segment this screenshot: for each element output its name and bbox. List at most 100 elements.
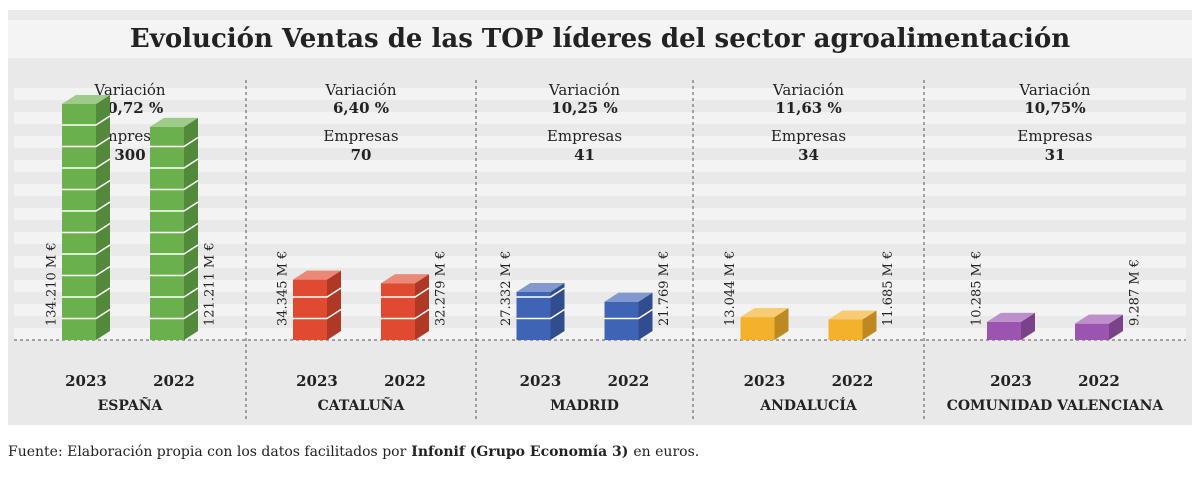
cube-top-light [293, 270, 341, 280]
cube-front [1075, 323, 1109, 340]
bar [293, 270, 342, 340]
value-label: 21.769 M € [657, 251, 672, 326]
source-bold: Infonif (Grupo Economía 3) [411, 444, 629, 460]
cube-edge [62, 179, 111, 191]
cube-edge [150, 308, 199, 320]
cube-edge [62, 308, 111, 320]
cube-side [638, 292, 653, 340]
cube-edge [150, 201, 199, 212]
cube-edge [62, 115, 111, 126]
cube-edge [62, 244, 111, 255]
cube-side-shade [184, 117, 198, 340]
chart: Evolución Ventas de las TOP líderes del … [8, 10, 1192, 425]
cube-edge [150, 158, 199, 169]
cube-side-shade [862, 310, 877, 340]
companies-label: Empresas [547, 127, 622, 145]
cube-front [828, 319, 863, 340]
variation-label: Variación [548, 81, 621, 99]
stripe [14, 160, 1186, 172]
stripes [14, 88, 1186, 340]
cube-front [740, 317, 775, 340]
source-text: en euros. [633, 444, 700, 460]
bar [62, 95, 111, 340]
value-label: 27.332 M € [499, 251, 514, 326]
cube-side [327, 270, 341, 340]
cube-top [62, 95, 110, 104]
bar [828, 310, 877, 340]
source-text: Fuente: Elaboración propia con los datos… [8, 444, 407, 460]
value-label: 34.345 M € [276, 251, 291, 326]
cube-front [381, 283, 415, 340]
cube-side-shade [327, 270, 341, 340]
variation-label: Variación [1018, 81, 1091, 99]
companies: 300 [114, 146, 145, 164]
category-label: ESPAÑA [98, 395, 164, 414]
cube-edge [62, 265, 111, 277]
bar [1075, 314, 1123, 340]
variation-label: Variación [324, 81, 397, 99]
year-label: 2023 [744, 372, 786, 390]
cube-edge [293, 308, 342, 320]
bar [516, 282, 565, 340]
cube-side-shade [774, 308, 789, 340]
cube-side [1021, 312, 1035, 340]
cube-top [604, 292, 653, 302]
bar [604, 292, 653, 340]
category-label: COMUNIDAD VALENCIANA [947, 398, 1165, 414]
stripe [14, 208, 1186, 220]
cube-top [516, 282, 565, 292]
bar [381, 274, 430, 340]
source: Fuente: Elaboración propia con los datos… [8, 444, 704, 460]
variation-label: Variación [93, 81, 166, 99]
cube-front [62, 104, 96, 340]
cube-side-shade [550, 282, 565, 340]
cube-top-light [604, 292, 653, 302]
cube-top [987, 312, 1035, 322]
companies-label: Empresas [323, 127, 398, 145]
companies: 41 [574, 146, 595, 164]
cube-edge [62, 158, 111, 169]
cube-top-light [987, 312, 1035, 322]
stripe [14, 136, 1186, 148]
value-label: 10.285 M € [970, 251, 985, 326]
category-label: MADRID [550, 398, 619, 414]
cube-side-shade [96, 95, 110, 340]
year-label: 2023 [65, 372, 107, 390]
cube-side-shade [1021, 312, 1035, 340]
cube-front [150, 126, 184, 340]
cube-edge [62, 136, 111, 148]
cube-edge [62, 201, 111, 212]
year-label: 2022 [153, 372, 195, 390]
cube-top-light [516, 282, 565, 292]
category-label: CATALUÑA [318, 395, 406, 414]
year-label: 2023 [520, 372, 562, 390]
cube-edge [150, 265, 199, 277]
chart-title: Evolución Ventas de las TOP líderes del … [130, 24, 1070, 54]
value-label: 9.287 M € [1128, 259, 1143, 326]
variation: 10,75% [1024, 99, 1085, 117]
cube-edge [293, 287, 342, 298]
year-label: 2022 [1078, 372, 1120, 390]
variation: 10,25 % [551, 99, 617, 117]
value-label: 11.685 M € [881, 251, 896, 326]
cube-front [516, 291, 551, 340]
variation: 6,40 % [333, 99, 389, 117]
cube-edge [62, 222, 111, 234]
value-label: 134.210 M € [45, 242, 60, 326]
cube-top [293, 270, 341, 280]
cube-front [987, 321, 1021, 340]
cube-edge [516, 308, 565, 320]
companies: 34 [798, 146, 819, 164]
title-band [8, 20, 1192, 58]
cube-edge [150, 222, 199, 234]
year-label: 2023 [296, 372, 338, 390]
cube-top-light [62, 95, 110, 104]
cube-side [774, 308, 789, 340]
companies: 31 [1045, 146, 1066, 164]
year-label: 2022 [384, 372, 426, 390]
cube-side [862, 310, 877, 340]
cube-front [604, 301, 639, 340]
stripe [14, 184, 1186, 196]
cube-top [828, 310, 877, 320]
